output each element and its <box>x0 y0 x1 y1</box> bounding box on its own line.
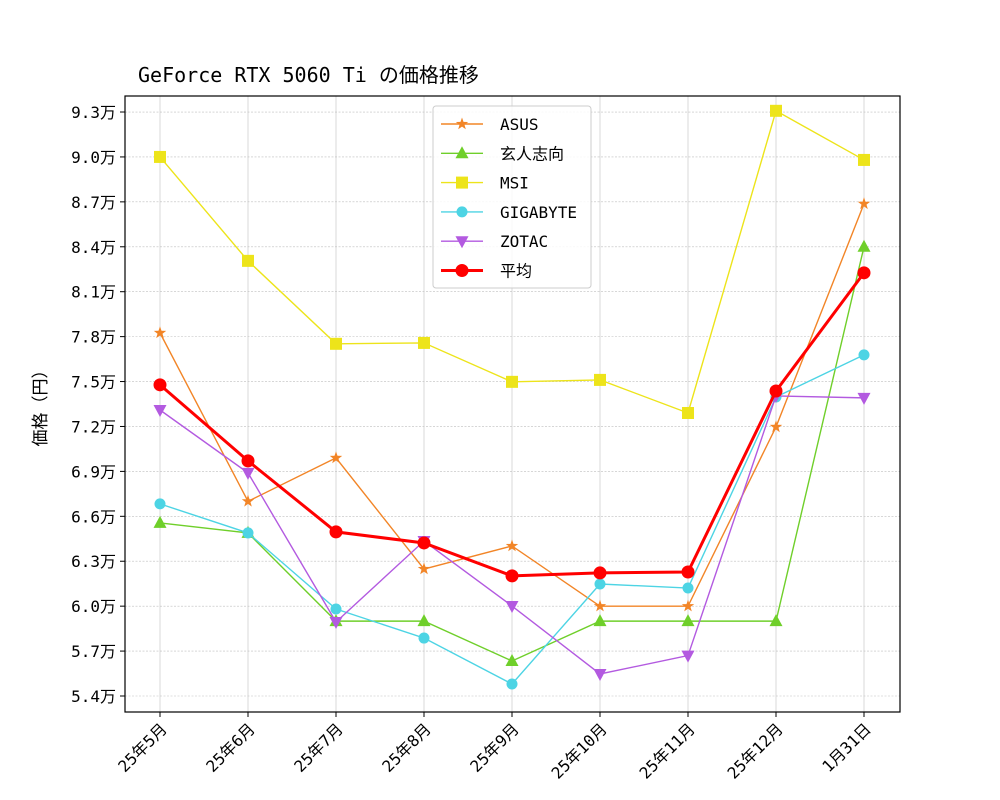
series-MSI <box>154 104 870 419</box>
data-point <box>857 266 871 280</box>
legend-label: ZOTAC <box>500 232 548 251</box>
series-平均 <box>153 266 871 583</box>
data-point <box>857 392 871 405</box>
y-tick-label: 8.4万 <box>71 238 116 257</box>
y-tick-label: 9.0万 <box>71 148 116 167</box>
y-tick-label: 6.3万 <box>71 552 116 571</box>
data-point <box>594 578 606 590</box>
data-point <box>682 582 694 594</box>
data-point <box>769 420 783 433</box>
data-point <box>858 349 870 361</box>
y-tick-label: 9.3万 <box>71 103 116 122</box>
data-point <box>455 264 469 277</box>
data-point <box>593 668 607 681</box>
data-point <box>242 254 254 267</box>
y-tick-label: 7.2万 <box>71 417 116 436</box>
data-point <box>154 498 166 510</box>
x-tick-label: 25年12月 <box>724 719 787 782</box>
data-point <box>329 451 343 464</box>
y-tick-label: 8.7万 <box>71 193 116 212</box>
chart-title: GeForce RTX 5060 Ti の価格推移 <box>138 63 479 87</box>
x-tick-label: 1月31日 <box>818 719 875 776</box>
y-axis-label: 価格（円） <box>31 362 51 447</box>
data-point <box>681 650 695 663</box>
data-point <box>770 104 782 117</box>
data-point <box>330 603 342 615</box>
y-tick-label: 5.7万 <box>71 642 116 661</box>
x-tick-label: 25年11月 <box>636 719 699 782</box>
data-point <box>241 494 255 507</box>
series-ASUS <box>153 197 871 612</box>
legend-label: MSI <box>500 174 529 193</box>
data-point <box>505 539 519 552</box>
data-point <box>455 146 469 159</box>
data-point <box>241 454 255 468</box>
data-point <box>681 614 695 627</box>
data-point <box>153 326 167 339</box>
data-point <box>505 569 519 583</box>
y-tick-label: 6.6万 <box>71 507 116 526</box>
data-point <box>681 565 695 579</box>
data-point <box>154 150 166 163</box>
legend-label: GIGABYTE <box>500 203 577 222</box>
data-point <box>505 653 519 666</box>
data-point <box>242 527 254 539</box>
data-point <box>417 614 431 627</box>
y-tick-label: 6.9万 <box>71 462 116 481</box>
data-point <box>858 153 870 166</box>
y-tick-label: 7.5万 <box>71 373 116 392</box>
y-tick-label: 5.4万 <box>71 687 116 706</box>
data-point <box>769 614 783 627</box>
data-point <box>330 337 342 350</box>
data-point <box>153 378 167 392</box>
y-tick-label: 7.8万 <box>71 328 116 347</box>
data-point <box>682 406 694 419</box>
data-point <box>455 236 469 249</box>
data-point <box>681 599 695 612</box>
x-tick-label: 25年10月 <box>548 719 611 782</box>
data-point <box>153 515 167 528</box>
legend-label: 平均 <box>500 262 532 281</box>
data-point <box>593 614 607 627</box>
data-point <box>417 562 431 575</box>
data-point <box>153 404 167 417</box>
data-point <box>593 599 607 612</box>
data-point <box>857 239 871 252</box>
legend-label: 玄人志向 <box>500 144 564 163</box>
data-point <box>593 566 607 580</box>
data-point <box>418 632 430 644</box>
data-point <box>594 373 606 386</box>
y-tick-label: 6.0万 <box>71 597 116 616</box>
y-tick-label: 8.1万 <box>71 283 116 302</box>
legend-label: ASUS <box>500 115 539 134</box>
data-point <box>329 617 343 630</box>
x-tick-label: 25年8月 <box>378 719 435 776</box>
data-point <box>456 176 468 189</box>
data-point <box>456 206 468 218</box>
data-point <box>505 601 519 614</box>
data-point <box>241 467 255 480</box>
data-point <box>418 336 430 349</box>
x-tick-label: 25年7月 <box>290 719 347 776</box>
data-point <box>329 525 343 539</box>
data-point <box>506 375 518 388</box>
data-point <box>769 384 783 398</box>
data-point <box>506 678 518 690</box>
legend-box <box>432 105 592 289</box>
data-point <box>455 117 469 130</box>
x-tick-label: 25年5月 <box>114 719 171 776</box>
data-point <box>417 536 431 550</box>
x-tick-label: 25年9月 <box>466 719 523 776</box>
data-point <box>857 197 871 210</box>
series-GIGABYTE <box>154 349 870 690</box>
legend: ASUS 玄人志向 MSI GIGABYTE ZOTAC 平均 <box>432 105 592 289</box>
x-tick-label: 25年6月 <box>202 719 259 776</box>
